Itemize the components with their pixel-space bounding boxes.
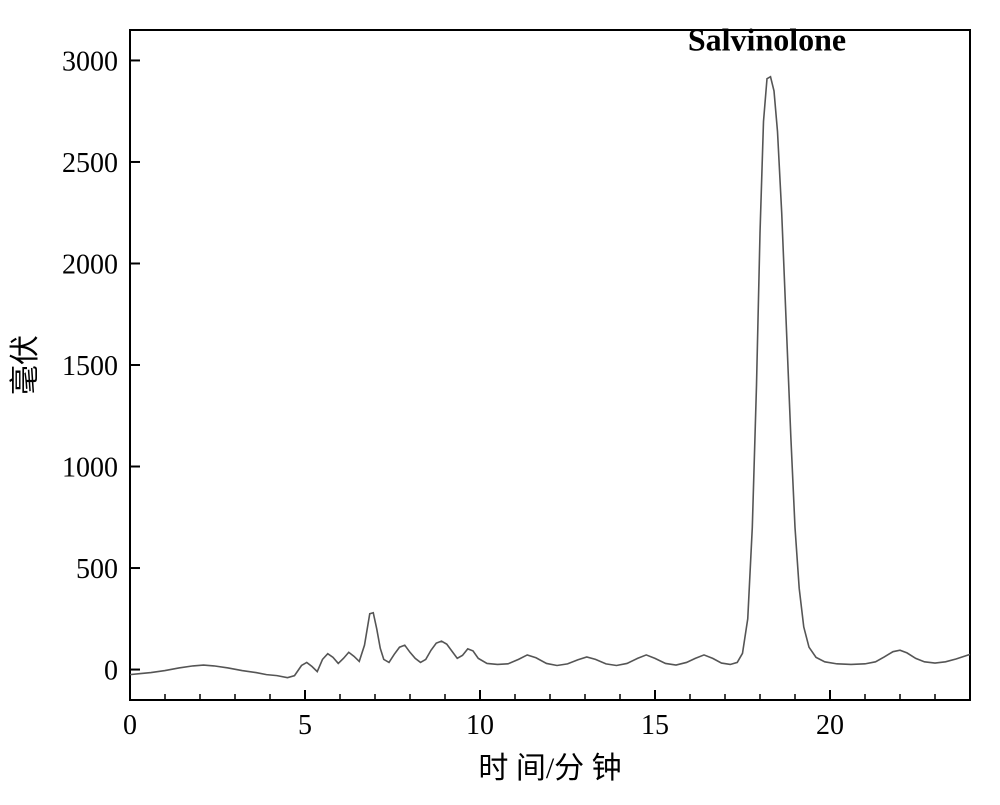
x-axis-title: 时 间/分 钟 — [478, 752, 621, 785]
peak-label: Salvinolone — [688, 21, 846, 57]
chromatogram-chart: 0 5 10 15 20 0 500 1000 1500 2000 2500 3000 Salvinol… — [0, 0, 1000, 805]
y-tick-label: 3000 — [62, 46, 118, 77]
plot-frame — [130, 30, 970, 700]
y-tick-label: 1000 — [62, 453, 118, 484]
x-tick-label: 20 — [816, 710, 844, 741]
y-tick-label: 2000 — [62, 249, 118, 280]
y-tick-label: 2500 — [62, 148, 118, 179]
y-tick-label: 500 — [76, 554, 118, 585]
x-tick-label: 10 — [466, 710, 494, 741]
x-tick-label: 0 — [123, 710, 137, 741]
y-tick-label: 1500 — [62, 351, 118, 382]
chromatogram-trace — [130, 77, 970, 678]
x-tick-label: 15 — [641, 710, 669, 741]
x-tick-label: 5 — [298, 710, 312, 741]
chart-svg: 0 5 10 15 20 0 500 1000 1500 2000 2500 3000 Salvinol… — [0, 0, 1000, 805]
y-tick-label: 0 — [104, 656, 118, 687]
y-axis-title: 毫伏 — [9, 335, 42, 395]
